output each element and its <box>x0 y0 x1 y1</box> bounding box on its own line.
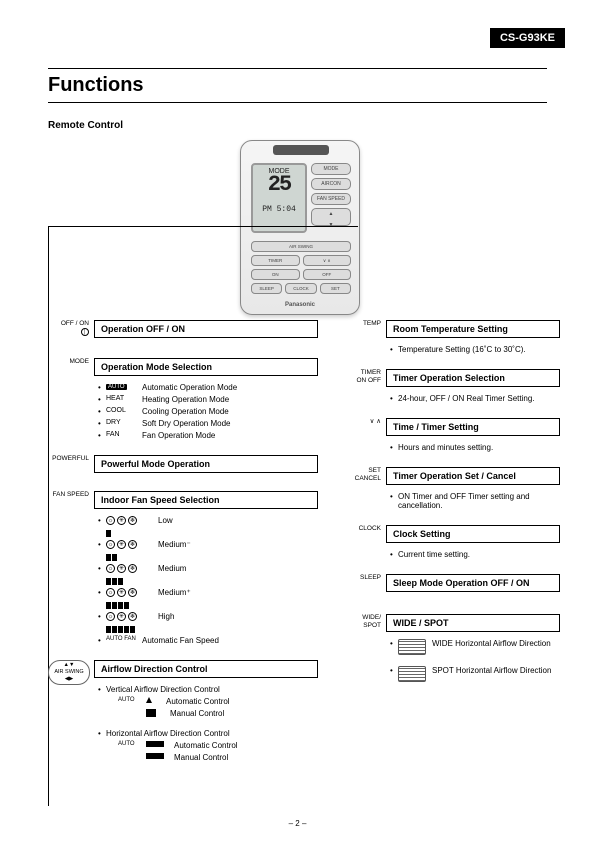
mode-item-fan: •FANFan Operation Mode <box>98 429 314 441</box>
header-timetimer: Time / Timer Setting <box>386 418 560 436</box>
section-fanspeed: FAN SPEED Indoor Fan Speed Selection •☼✳… <box>48 491 318 648</box>
fanspeed-item: •☼✳❄Medium⁻ <box>98 538 314 550</box>
subtitle: Remote Control <box>48 120 123 131</box>
lcd-time-val: 5:04 <box>277 205 296 214</box>
lcd-time: PM 5:04 <box>253 205 305 214</box>
page-number: – 2 – <box>0 819 595 828</box>
remote-lcd: MODE 25 PM 5:04 <box>251 163 307 233</box>
remote-ir-window <box>273 145 329 155</box>
label-offon: OFF / ON│ <box>48 320 92 336</box>
section-timer-onoff: TIMER ON OFF Timer Operation Selection •… <box>352 369 560 406</box>
wide-airflow-icon <box>398 639 426 655</box>
label-mode: MODE <box>48 358 92 366</box>
label-timetimer: ∨ ∧ <box>352 418 384 426</box>
label-powerful: POWERFUL <box>48 455 92 463</box>
section-powerful: POWERFUL Powerful Mode Operation <box>48 455 318 473</box>
right-column: TEMP Room Temperature Setting •Temperatu… <box>352 320 560 697</box>
fanspeed-bars <box>98 622 314 634</box>
remote-mode-btn: MODE <box>311 163 351 175</box>
louver-manual-icon <box>146 753 164 759</box>
label-clock: CLOCK <box>352 525 384 533</box>
header-clock: Clock Setting <box>386 525 560 543</box>
widespot-wide: •WIDE Horizontal Airflow Direction <box>390 637 556 656</box>
section-offon: OFF / ON│ Operation OFF / ON <box>48 320 318 338</box>
body-temp: •Temperature Setting (16˚C to 30˚C). <box>386 338 560 357</box>
header-fanspeed: Indoor Fan Speed Selection <box>94 491 318 509</box>
header-setcancel: Timer Operation Set / Cancel <box>386 467 560 485</box>
section-timetimer: ∨ ∧ Time / Timer Setting •Hours and minu… <box>352 418 560 455</box>
mode-item-heat: •HEATHeating Operation Mode <box>98 393 314 405</box>
louver-auto-icon <box>146 741 164 747</box>
section-sleep: SLEEP Sleep Mode Operation OFF / ON <box>352 574 560 592</box>
remote-temp-updown: ▲▼ <box>311 208 351 226</box>
body-timetimer: •Hours and minutes setting. <box>386 436 560 455</box>
label-fanspeed: FAN SPEED <box>48 491 92 499</box>
header-timer-onoff: Timer Operation Selection <box>386 369 560 387</box>
lcd-temp: 25 <box>253 175 305 195</box>
airflow-vertical: •Vertical Airflow Direction Control <box>98 683 314 695</box>
remote-aircon-btn: AIRCON <box>311 178 351 190</box>
label-temp: TEMP <box>352 320 384 328</box>
section-mode: MODE Operation Mode Selection •AUTOAutom… <box>48 358 318 443</box>
spot-airflow-icon <box>398 666 426 682</box>
header-mode: Operation Mode Selection <box>94 358 318 376</box>
body-fanspeed: •☼✳❄Low •☼✳❄Medium⁻ •☼✳❄Medium •☼✳❄Medium⁺ •… <box>94 509 318 648</box>
body-widespot: •WIDE Horizontal Airflow Direction •SPOT… <box>386 632 560 685</box>
fanspeed-bars <box>98 550 314 562</box>
model-badge: CS-G93KE <box>490 28 565 48</box>
header-powerful: Powerful Mode Operation <box>94 455 318 473</box>
fanspeed-item: •AUTO FANAutomatic Fan Speed <box>98 634 314 646</box>
mode-item-dry: •DRYSoft Dry Operation Mode <box>98 417 314 429</box>
airflow-horizontal: •Horizontal Airflow Direction Control <box>98 727 314 739</box>
label-sleep: SLEEP <box>352 574 384 582</box>
header-offon: Operation OFF / ON <box>94 320 318 338</box>
label-setcancel: SET CANCEL <box>352 467 384 483</box>
header-widespot: WIDE / SPOT <box>386 614 560 632</box>
section-widespot: WIDE/ SPOT WIDE / SPOT •WIDE Horizontal … <box>352 614 560 685</box>
label-airswing: ▲▼AIR SWING◀▶ <box>48 660 90 685</box>
fanspeed-bars <box>98 526 314 538</box>
mode-item-auto: •AUTOAutomatic Operation Mode <box>98 381 314 393</box>
label-widespot: WIDE/ SPOT <box>352 614 384 630</box>
section-clock: CLOCK Clock Setting •Current time settin… <box>352 525 560 562</box>
airflow-h-auto: AUTOAutomatic Control <box>98 739 314 751</box>
header-sleep: Sleep Mode Operation OFF / ON <box>386 574 560 592</box>
header-temp: Room Temperature Setting <box>386 320 560 338</box>
body-clock: •Current time setting. <box>386 543 560 562</box>
header-airflow: Airflow Direction Control <box>94 660 318 678</box>
fanspeed-item: •☼✳❄High <box>98 610 314 622</box>
airflow-v-manual: Manual Control <box>98 707 314 719</box>
body-mode: •AUTOAutomatic Operation Mode •HEATHeati… <box>94 376 318 443</box>
lcd-pm: PM <box>262 205 272 214</box>
airflow-v-auto: AUTOAutomatic Control <box>98 695 314 707</box>
section-airflow: ▲▼AIR SWING◀▶ Airflow Direction Control … <box>48 660 318 765</box>
left-column: OFF / ON│ Operation OFF / ON MODE Operat… <box>48 320 318 777</box>
body-airflow: •Vertical Airflow Direction Control AUTO… <box>94 678 318 765</box>
section-setcancel: SET CANCEL Timer Operation Set / Cancel … <box>352 467 560 513</box>
fanspeed-bars <box>98 598 314 610</box>
fanspeed-bars <box>98 574 314 586</box>
arrow-updown-icon <box>146 697 152 703</box>
body-timer-onoff: •24-hour, OFF / ON Real Timer Setting. <box>386 387 560 406</box>
label-timer-onoff: TIMER ON OFF <box>352 369 384 385</box>
section-temp: TEMP Room Temperature Setting •Temperatu… <box>352 320 560 357</box>
fanspeed-item: •☼✳❄Medium⁺ <box>98 586 314 598</box>
flap-icon <box>146 709 156 717</box>
body-setcancel: •ON Timer and OFF Timer setting and canc… <box>386 485 560 513</box>
airflow-h-manual: Manual Control <box>98 751 314 763</box>
fanspeed-item: •☼✳❄Medium <box>98 562 314 574</box>
fanspeed-item: •☼✳❄Low <box>98 514 314 526</box>
mode-item-cool: •COOLCooling Operation Mode <box>98 405 314 417</box>
widespot-spot: •SPOT Horizontal Airflow Direction <box>390 664 556 683</box>
remote-right-buttons: MODE AIRCON FAN SPEED ▲▼ <box>311 163 351 229</box>
page-title: Functions <box>48 68 547 103</box>
remote-fanspeed-btn: FAN SPEED <box>311 193 351 205</box>
